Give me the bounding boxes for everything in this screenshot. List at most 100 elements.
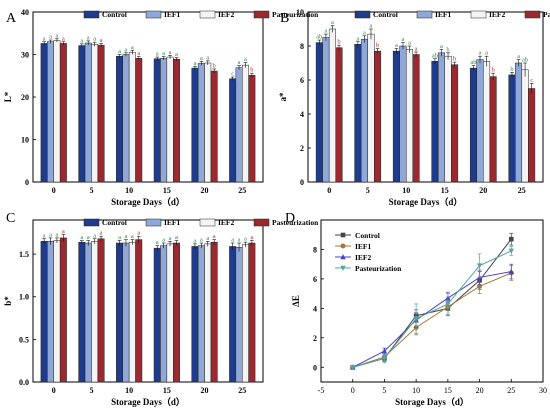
bar: [59, 237, 67, 383]
x-tick-label: 0: [52, 186, 56, 195]
bar: [84, 242, 92, 383]
significance-label: c: [530, 77, 533, 84]
y-tick-label: 10: [21, 136, 29, 145]
x-tick-label: 15: [163, 386, 171, 395]
legend: Control IEF1 IEF2 Pasteurization: [354, 10, 550, 19]
bar: [248, 242, 256, 383]
significance-label: ab: [432, 52, 438, 59]
bar: [78, 45, 86, 183]
y-tick-label: 10: [296, 8, 304, 17]
legend-swatch: [199, 218, 216, 227]
y-tick-label: 40: [21, 8, 29, 17]
x-tick-label: 10: [125, 186, 133, 195]
x-axis-label: Storage Days（d）: [389, 197, 463, 207]
data-point: [508, 268, 514, 274]
significance-label: ab: [522, 57, 528, 64]
x-tick-label: 5: [366, 186, 370, 195]
bar: [412, 54, 420, 183]
bar: [40, 241, 48, 383]
legend-swatch: [199, 10, 216, 19]
legend-swatch: [83, 10, 100, 19]
x-tick-label: 25: [507, 386, 515, 395]
significance-label: a: [137, 230, 140, 237]
x-tick-label: 20: [201, 386, 209, 395]
y-tick-label: 0.5: [19, 335, 29, 344]
significance-label: a: [43, 35, 46, 42]
bar: [360, 38, 368, 183]
legend-swatch: [354, 10, 371, 19]
significance-label: a: [479, 50, 482, 57]
significance-label: a: [118, 234, 121, 241]
data-point: [340, 232, 346, 238]
data-point: [508, 236, 514, 242]
legend-label: IEF1: [164, 10, 181, 19]
significance-label: b: [213, 62, 216, 69]
y-tick-label: 2: [313, 334, 317, 343]
legend-label: IEF1: [435, 10, 452, 19]
x-axis-label: Storage Days（d）: [111, 397, 185, 407]
significance-label: a: [244, 56, 247, 63]
plot-frame: [32, 219, 264, 383]
bar: [367, 33, 375, 183]
x-tick-label: 15: [163, 186, 171, 195]
x-tick-label: 15: [441, 186, 449, 195]
y-tick-label: 4: [300, 110, 304, 119]
plot-frame: [320, 219, 544, 383]
bar: [315, 42, 323, 183]
x-tick-label: 10: [402, 186, 410, 195]
significance-label: c: [231, 71, 234, 78]
data-point: [381, 348, 388, 354]
bar: [91, 241, 99, 383]
significance-label: ab: [470, 59, 476, 66]
x-tick-label: 0: [52, 386, 56, 395]
legend-swatch: [83, 218, 100, 227]
significance-label: a: [440, 43, 443, 50]
significance-label: a: [55, 231, 58, 238]
bar: [521, 69, 529, 183]
bar: [444, 55, 452, 183]
bar: [437, 52, 446, 183]
significance-label: b: [453, 56, 456, 63]
bar: [53, 40, 61, 183]
x-tick-label: 10: [412, 386, 420, 395]
bar: [248, 75, 256, 183]
significance-label: ab: [316, 34, 322, 41]
bar: [160, 245, 168, 383]
significance-label: a: [370, 23, 373, 30]
y-tick-label: 20: [21, 93, 29, 102]
significance-label: a: [517, 53, 520, 60]
significance-label: a: [118, 48, 121, 55]
bar: [173, 242, 180, 383]
legend-label: IEF2: [218, 10, 235, 19]
significance-label: a: [137, 50, 140, 57]
series-ief1: [350, 265, 514, 370]
legend-swatch: [145, 218, 162, 227]
plot-frame: [307, 11, 544, 183]
bar: [97, 44, 105, 183]
significance-label: a: [87, 234, 90, 241]
bar: [489, 76, 497, 183]
significance-label: a: [62, 228, 65, 235]
significance-label: a: [402, 36, 405, 43]
series-line: [352, 250, 512, 368]
series-control: [350, 232, 514, 370]
data-point: [340, 254, 346, 260]
bar: [84, 42, 92, 183]
bar: [483, 61, 491, 183]
data-point: [508, 248, 514, 254]
bar: [128, 52, 136, 183]
bar: [160, 58, 168, 183]
data-point: [445, 301, 451, 307]
significance-label: a: [193, 237, 196, 244]
series-control: a aa aac: [40, 35, 237, 183]
x-tick-label: 20: [476, 386, 484, 395]
significance-label: b: [510, 66, 513, 73]
y-tick-label: 8: [313, 245, 317, 254]
x-tick-label: 0: [327, 186, 331, 195]
legend-label: Control: [102, 218, 127, 227]
series-ief2: a aab aab: [328, 19, 529, 183]
legend-label: Pasteurization: [272, 10, 319, 19]
